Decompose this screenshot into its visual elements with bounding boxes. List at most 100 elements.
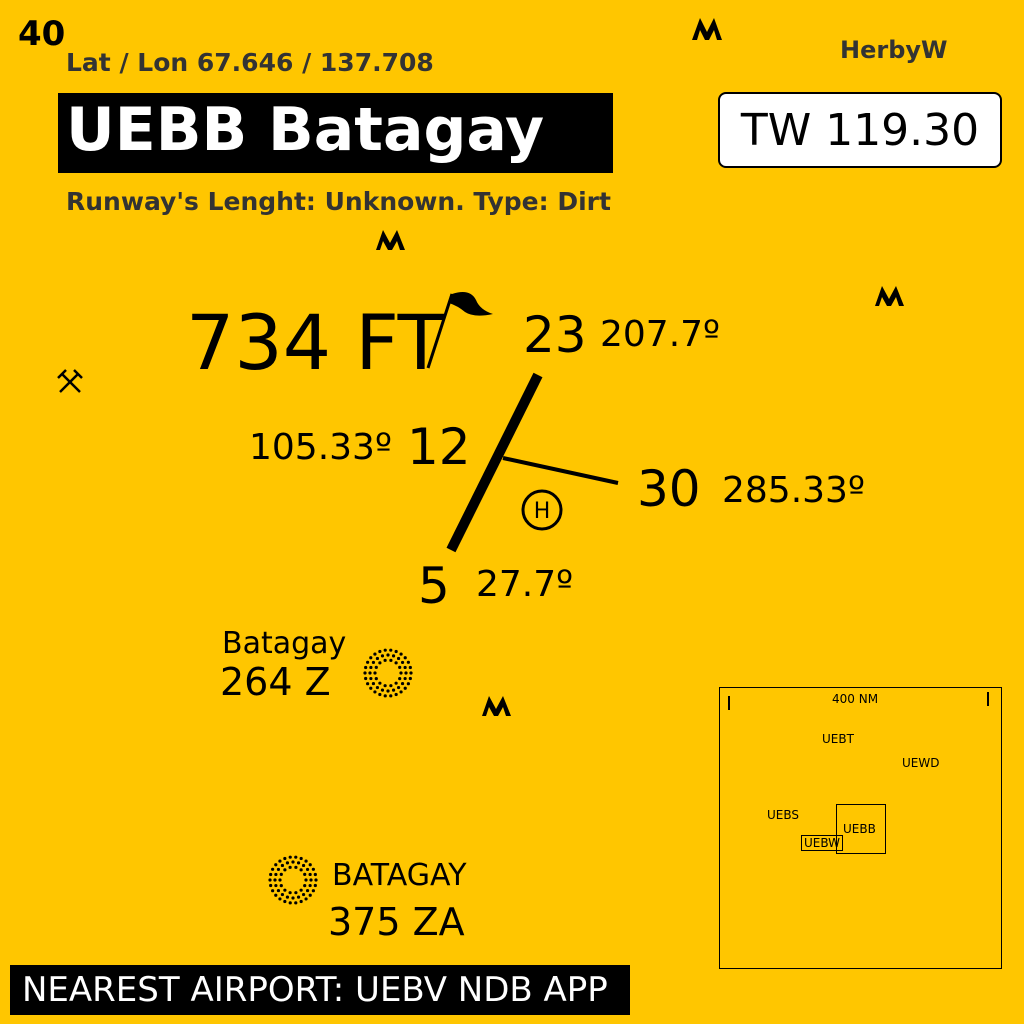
ndb-dot	[279, 884, 283, 888]
ndb-dot	[368, 671, 372, 675]
ndb-dot	[383, 694, 387, 698]
runway-5-heading: 27.7º	[476, 564, 574, 605]
ndb-dot	[280, 892, 285, 897]
mine-icon	[57, 369, 83, 393]
ndb-dot	[308, 883, 312, 888]
ndb-dot	[313, 883, 317, 888]
inset-airport-uewd: UEWD	[902, 756, 940, 770]
ndb-dot	[396, 685, 401, 690]
ndb-dot	[369, 665, 373, 670]
runway-12-heading: 105.33º	[249, 427, 392, 468]
runway-5-label: 5	[418, 557, 450, 615]
ndb-dot	[371, 681, 376, 686]
ndb-dot	[399, 671, 403, 675]
ndb-dot	[399, 690, 403, 694]
ndb-dot	[383, 648, 387, 652]
ndb-dot	[364, 676, 368, 681]
ndb-dot	[394, 649, 398, 654]
runway-12-label: 12	[407, 418, 471, 476]
ndb-1-freq: 264 Z	[220, 660, 331, 704]
ndb-dot	[375, 685, 380, 690]
inset-airport-uebb-box	[836, 804, 886, 854]
ndb-dot	[308, 893, 312, 897]
ndb-dot	[389, 648, 393, 652]
ndb-dot	[271, 889, 275, 893]
page-number: 40	[18, 14, 66, 54]
ndb-2-freq: 375 ZA	[328, 900, 465, 944]
ndb-2-name: BATAGAY	[332, 858, 467, 893]
ndb-dot	[280, 863, 285, 868]
ndb-dot	[404, 671, 408, 675]
ndb-dot	[268, 878, 272, 882]
ndb-dot	[366, 660, 370, 664]
ndb-dot	[303, 884, 307, 888]
ndb-dot	[399, 652, 403, 656]
elevation: 734 FT	[186, 298, 445, 387]
ndb-dot	[278, 897, 282, 901]
ndb-dot	[369, 656, 373, 660]
ndb-dot	[283, 888, 287, 892]
ndb-dot	[274, 863, 278, 867]
ndb-dot	[283, 899, 287, 904]
ndb-dot	[373, 690, 377, 694]
ndb-dot	[305, 867, 310, 872]
ndb-dot	[305, 888, 310, 893]
ndb-dot	[276, 888, 281, 893]
ndb-dot	[304, 897, 308, 901]
ndb-dot	[406, 660, 410, 664]
ndb-dot	[299, 856, 303, 861]
ndb-dot	[375, 656, 380, 661]
ndb-dot	[369, 676, 373, 681]
airport-title: UEBB Batagay	[66, 95, 545, 165]
ndb-dot	[294, 865, 298, 869]
helipad-icon: H	[521, 489, 563, 531]
ndb-dot	[406, 682, 410, 686]
ndb-dot	[403, 656, 407, 660]
ndb-dot	[308, 872, 312, 877]
ndb-dot	[403, 686, 407, 690]
ndb-dot	[383, 658, 387, 662]
inset-airport-uebw: UEBW	[801, 835, 844, 851]
ndb-dot	[278, 878, 282, 882]
ndb-dot	[386, 653, 390, 657]
ndb-dot	[409, 671, 413, 675]
windsock-icon	[426, 292, 493, 369]
lat-lon: Lat / Lon 67.646 / 137.708	[66, 48, 434, 77]
ndb-dot	[394, 661, 398, 665]
ndb-dot	[403, 665, 407, 670]
ndb-dot	[269, 872, 273, 877]
ndb-dot	[373, 652, 377, 656]
ndb-dot	[301, 863, 306, 868]
ndb-dot	[394, 692, 398, 697]
ndb-dot	[279, 872, 283, 876]
ndb-dot	[285, 895, 290, 899]
ndb-dot	[374, 677, 378, 681]
ndb-dot	[374, 665, 378, 669]
ndb-dot	[363, 671, 367, 675]
runway-12-30	[502, 456, 619, 485]
ndb-dot	[278, 859, 282, 863]
author: HerbyW	[840, 36, 948, 64]
ndb-dot	[398, 665, 402, 669]
ndb-dot	[276, 867, 281, 872]
inset-airport-uebt: UEBT	[822, 732, 854, 746]
runway-30-heading: 285.33º	[722, 470, 865, 511]
scale-tick-left	[728, 696, 730, 710]
ndb-dot	[296, 895, 301, 899]
ndb-dot	[311, 889, 315, 893]
ndb-dot	[291, 860, 295, 864]
ndb-dot	[288, 865, 292, 869]
ndb-dot	[378, 649, 382, 654]
nearest-airport: NEAREST AIRPORT: UEBV NDB APP	[10, 965, 630, 1015]
ndb-dot	[294, 901, 298, 905]
ndb-dot	[383, 684, 387, 688]
ndb-dot	[369, 686, 373, 690]
ndb-dot	[378, 681, 382, 685]
ndb-dot	[364, 665, 368, 670]
runway-5-23	[446, 372, 543, 553]
svg-text:H: H	[534, 499, 551, 524]
ndb-dot	[373, 671, 377, 675]
ndb-dot	[273, 878, 277, 882]
ndb-1-name: Batagay	[222, 626, 347, 661]
